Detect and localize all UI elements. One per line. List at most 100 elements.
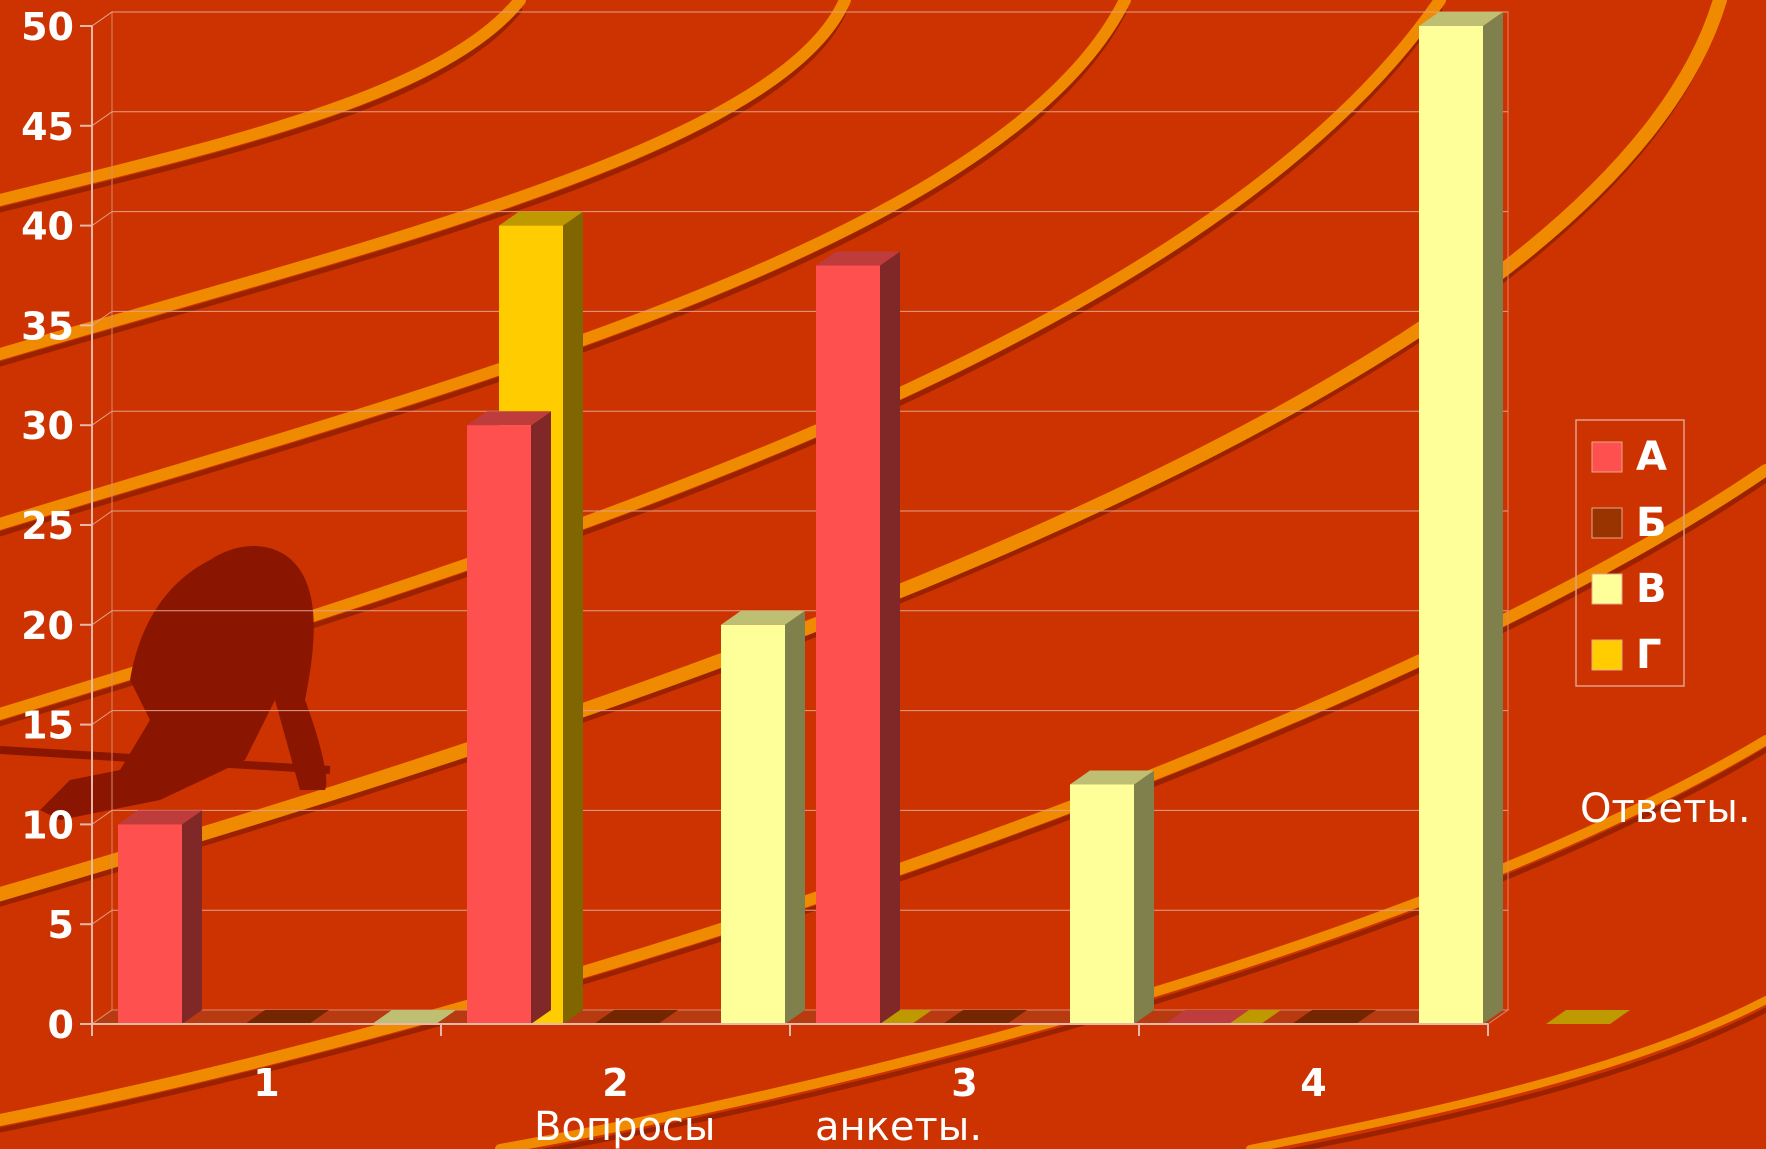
bar-Б-1	[245, 1010, 329, 1024]
legend-swatch	[1591, 573, 1623, 605]
bar-top	[467, 411, 551, 426]
swoosh-line	[0, 0, 526, 207]
y-tick-label: 35	[21, 304, 74, 348]
bar-side	[563, 211, 583, 1025]
bar-top	[1070, 770, 1154, 785]
gridline	[91, 410, 1508, 426]
swoosh-shadow	[0, 7, 1128, 537]
runner-silhouette	[40, 546, 327, 820]
bar-side	[531, 411, 551, 1024]
y-tick-label: 15	[21, 704, 74, 748]
swoosh-line	[1246, 996, 1766, 1149]
swoosh-line	[0, 0, 1727, 902]
y-tick-label: 50	[21, 5, 74, 49]
gridline	[91, 211, 1508, 227]
bar-В-1	[372, 1010, 456, 1024]
gridline	[91, 11, 1508, 27]
y-tick-label: 5	[48, 903, 74, 947]
bar-front	[1419, 26, 1483, 1024]
swoosh-shadow	[540, 747, 1766, 1149]
bars	[118, 12, 1630, 1025]
legend-label: В	[1636, 566, 1667, 612]
swoosh-line	[0, 464, 1766, 1126]
bar-top	[1419, 12, 1503, 26]
y-tick-label: 25	[21, 504, 74, 548]
legend-item-А: А	[1591, 434, 1667, 480]
legend-label: А	[1636, 434, 1667, 480]
bar-А-3	[816, 251, 900, 1024]
bar-side	[1483, 12, 1503, 1024]
bar-top	[499, 211, 583, 226]
bar-В-3	[1070, 770, 1154, 1024]
legend-label: Б	[1636, 500, 1667, 546]
bar-top	[1546, 1010, 1630, 1024]
bar-side	[785, 610, 805, 1024]
x-axis-title-part-2: анкеты.	[815, 1104, 982, 1149]
swoosh-shadow	[0, 7, 848, 367]
y-tick-label: 40	[21, 205, 74, 249]
bar-side	[182, 810, 202, 1024]
bar-Б-3	[943, 1010, 1027, 1024]
bar-А-2	[467, 411, 551, 1024]
y-tick-label: 30	[21, 404, 74, 448]
bar-front	[467, 425, 531, 1024]
bar-top	[245, 1010, 329, 1024]
bar-front	[118, 824, 182, 1024]
swoosh-line	[0, 0, 851, 361]
y-axis-title: Ответы.	[1580, 786, 1751, 832]
bar-Б-2	[594, 1010, 678, 1024]
bar-А-4	[1165, 1010, 1249, 1024]
bar-top	[594, 1010, 678, 1024]
swoosh-shadow	[0, 7, 523, 213]
bar-front	[816, 265, 880, 1024]
swoosh-line	[495, 735, 1766, 1149]
bar-В-4	[1419, 12, 1503, 1024]
bar-side	[880, 251, 900, 1024]
y-tick-label: 10	[21, 803, 74, 847]
bar-front	[721, 624, 785, 1024]
gridline	[91, 310, 1508, 326]
legend-item-Г: Г	[1591, 632, 1662, 678]
bar-Б-4	[1292, 1010, 1376, 1024]
legend-swatch	[1591, 441, 1623, 473]
axes: 0 5 10 15 20 25 30 35 40 45 50 1 2 3 4	[21, 5, 1489, 1105]
bar-top	[721, 610, 805, 625]
bar-top	[118, 810, 202, 825]
bar-top	[943, 1010, 1027, 1024]
gridline	[91, 909, 1508, 925]
y-tick-label: 45	[21, 105, 74, 149]
swoosh-shadow	[0, 477, 1766, 1133]
gridline	[91, 111, 1508, 127]
bar-top	[1165, 1010, 1249, 1024]
x-tick-label: 4	[1300, 1061, 1326, 1105]
legend-label: Г	[1636, 632, 1662, 678]
y-tick-label: 20	[21, 604, 74, 648]
gridline	[91, 510, 1508, 526]
legend-frame	[1575, 419, 1685, 687]
bar-А-1	[118, 810, 202, 1024]
swoosh-line	[0, 0, 1131, 531]
x-tick-label: 2	[602, 1061, 628, 1105]
gridlines	[90, 11, 1510, 1025]
bar-top	[1292, 1010, 1376, 1024]
legend-item-Б: Б	[1591, 500, 1667, 546]
bar-Г-4	[1546, 1010, 1630, 1024]
bar-top	[372, 1010, 456, 1024]
gridline	[91, 710, 1508, 726]
gridline	[91, 610, 1508, 626]
gridline	[91, 809, 1508, 825]
x-tick-label: 3	[951, 1061, 977, 1105]
swoosh-shadow	[1287, 1007, 1766, 1149]
x-tick-label: 1	[253, 1061, 279, 1105]
x-axis-title-part-1: Вопросы	[534, 1104, 716, 1149]
bar-side	[1134, 770, 1154, 1024]
bar-В-2	[721, 610, 805, 1024]
bar-front	[1070, 784, 1134, 1024]
legend-swatch	[1591, 639, 1623, 671]
y-tick-label: 0	[48, 1003, 74, 1047]
runner-track-line	[0, 746, 331, 774]
legend-swatch	[1591, 507, 1623, 539]
